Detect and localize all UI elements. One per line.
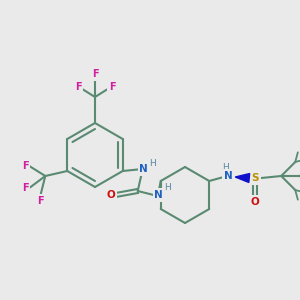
Text: F: F (109, 82, 115, 92)
Text: N: N (139, 164, 148, 174)
Text: N: N (154, 190, 163, 200)
Text: F: F (92, 69, 98, 79)
Text: H: H (164, 184, 171, 193)
Text: H: H (222, 163, 229, 172)
Text: H: H (149, 158, 156, 167)
Text: F: F (22, 183, 28, 193)
Text: N: N (224, 171, 233, 181)
Text: O: O (106, 190, 115, 200)
Text: F: F (75, 82, 81, 92)
Polygon shape (235, 173, 250, 182)
Text: S: S (251, 173, 259, 183)
Text: O: O (251, 197, 260, 207)
Text: F: F (22, 161, 28, 171)
Text: F: F (37, 196, 44, 206)
